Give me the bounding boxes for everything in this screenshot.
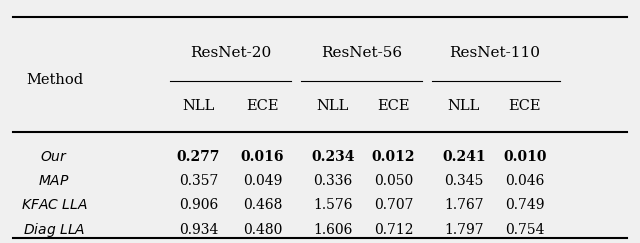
Text: 1.767: 1.767 [444, 198, 484, 212]
Text: NLL: NLL [448, 99, 480, 113]
Text: 0.468: 0.468 [243, 198, 282, 212]
Text: Method: Method [26, 73, 83, 87]
Text: NLL: NLL [317, 99, 349, 113]
Text: 0.480: 0.480 [243, 223, 282, 237]
Text: 0.934: 0.934 [179, 223, 218, 237]
Text: 0.345: 0.345 [444, 174, 484, 188]
Text: ECE: ECE [246, 99, 278, 113]
Text: 0.016: 0.016 [241, 150, 284, 164]
Text: 0.707: 0.707 [374, 198, 413, 212]
Text: ResNet-110: ResNet-110 [449, 46, 540, 61]
Text: $\mathit{MAP}$: $\mathit{MAP}$ [38, 174, 70, 188]
Text: ECE: ECE [509, 99, 541, 113]
Text: 0.749: 0.749 [505, 198, 545, 212]
Text: 0.049: 0.049 [243, 174, 282, 188]
Text: 0.357: 0.357 [179, 174, 218, 188]
Text: ResNet-56: ResNet-56 [321, 46, 402, 61]
Text: 0.712: 0.712 [374, 223, 413, 237]
Text: 0.277: 0.277 [177, 150, 220, 164]
Text: ResNet-20: ResNet-20 [190, 46, 271, 61]
Text: 0.336: 0.336 [313, 174, 353, 188]
Text: 0.234: 0.234 [311, 150, 355, 164]
Text: NLL: NLL [182, 99, 214, 113]
Text: 0.010: 0.010 [503, 150, 547, 164]
Text: 0.754: 0.754 [505, 223, 545, 237]
Text: ECE: ECE [378, 99, 410, 113]
Text: 1.606: 1.606 [313, 223, 353, 237]
Text: 1.797: 1.797 [444, 223, 484, 237]
Text: $\mathit{Our}$: $\mathit{Our}$ [40, 150, 68, 164]
Text: 0.012: 0.012 [372, 150, 415, 164]
Text: 0.050: 0.050 [374, 174, 413, 188]
Text: 1.576: 1.576 [313, 198, 353, 212]
Text: 0.906: 0.906 [179, 198, 218, 212]
Text: $\mathit{Diag\ LLA}$: $\mathit{Diag\ LLA}$ [23, 221, 86, 239]
Text: $\mathit{KFAC\ LLA}$: $\mathit{KFAC\ LLA}$ [21, 198, 88, 212]
Text: 0.046: 0.046 [505, 174, 545, 188]
Text: 0.241: 0.241 [442, 150, 486, 164]
